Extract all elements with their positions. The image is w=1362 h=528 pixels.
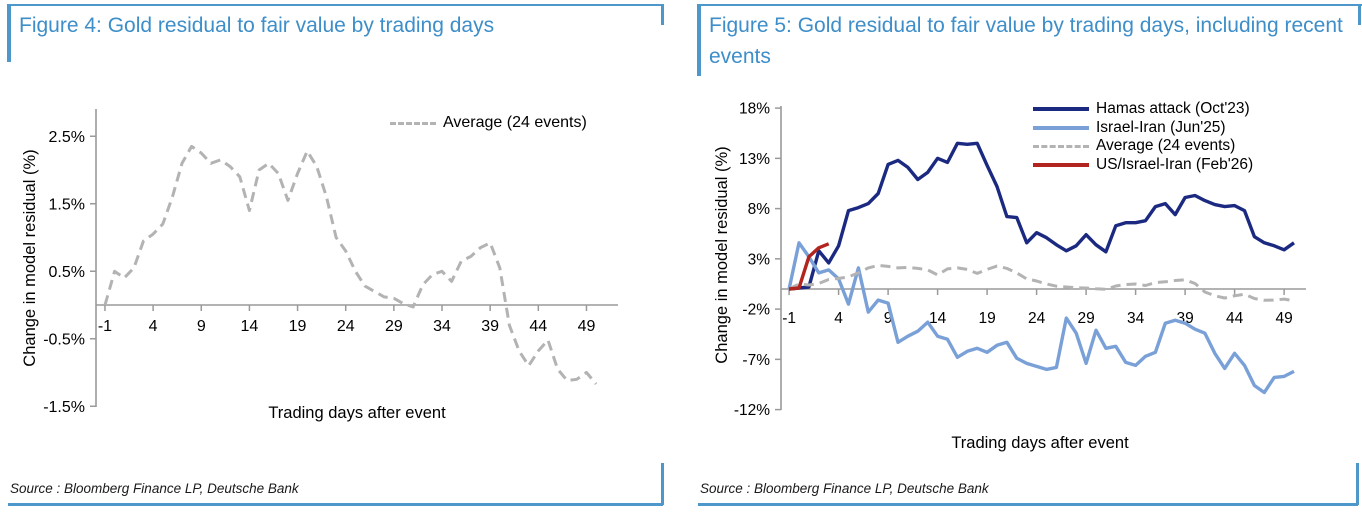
svg-text:13%: 13% (739, 151, 770, 168)
svg-text:29: 29 (385, 318, 403, 335)
figure4-bottom-right-tick (661, 463, 664, 505)
svg-text:39: 39 (481, 318, 499, 335)
svg-text:49: 49 (578, 318, 596, 335)
svg-text:4: 4 (149, 318, 158, 335)
svg-text:-1: -1 (782, 310, 796, 327)
svg-text:3%: 3% (748, 251, 771, 268)
figure4-legend: Average (24 events) (390, 114, 587, 133)
figure4-x-axis-title: Trading days after event (268, 404, 446, 422)
israel-iran-line-swatch (1033, 125, 1089, 130)
svg-text:4: 4 (834, 310, 843, 327)
figure5-legend-item-israel-iran: Israel-Iran (Jun'25) (1033, 119, 1253, 138)
figure5-legend: Hamas attack (Oct'23) Israel-Iran (Jun'2… (1033, 100, 1253, 174)
svg-text:18%: 18% (739, 101, 770, 118)
us-israel-iran-legend-label: US/Israel-Iran (Feb'26) (1096, 155, 1254, 173)
figure5-source: Source : Bloomberg Finance LP, Deutsche … (700, 481, 989, 496)
svg-text:44: 44 (529, 318, 547, 335)
figure5-title: Figure 5: Gold residual to fair value by… (709, 14, 1343, 68)
figure5-x-axis-title: Trading days after event (951, 434, 1129, 452)
svg-text:14: 14 (241, 318, 259, 335)
hamas-legend-label: Hamas attack (Oct'23) (1096, 100, 1250, 118)
svg-text:0.5%: 0.5% (49, 264, 85, 281)
figure4-top-right-tick (661, 4, 664, 25)
svg-text:49: 49 (1275, 310, 1292, 327)
svg-text:9: 9 (197, 318, 206, 335)
figure4-legend-item-average: Average (24 events) (390, 114, 587, 133)
average-line-swatch (1033, 144, 1089, 148)
svg-text:29: 29 (1077, 310, 1094, 327)
figure5-legend-item-average: Average (24 events) (1033, 137, 1253, 156)
figure5-chart: 18%13%8%3%-2%-7%-12%-1 4 9 14 19 24 29 34 39 44 49 (734, 101, 1306, 419)
israel-iran-legend-label: Israel-Iran (Jun'25) (1096, 118, 1226, 136)
svg-text:9: 9 (884, 310, 893, 327)
figure5-top-right-tick (1358, 4, 1361, 25)
figure5-title-accent-bar (697, 4, 701, 76)
figure5-legend-item-hamas: Hamas attack (Oct'23) (1033, 100, 1253, 119)
svg-text:-12%: -12% (734, 402, 770, 419)
figure4-panel: Figure 4: Gold residual to fair value by… (0, 0, 672, 528)
svg-text:1.5%: 1.5% (49, 196, 85, 213)
svg-text:-1: -1 (98, 318, 112, 335)
svg-text:19: 19 (289, 318, 307, 335)
svg-text:24: 24 (1028, 310, 1046, 327)
figure4-chart: 2.5%1.5%0.5%-0.5%-1.5%-1 4 9 14 19 24 29 34 39 44… (43, 109, 618, 416)
figure4-top-rule (8, 4, 663, 6)
svg-text:44: 44 (1226, 310, 1244, 327)
svg-text:-0.5%: -0.5% (43, 331, 85, 348)
figure5-top-rule (698, 4, 1362, 6)
average-legend-label: Average (24 events) (443, 114, 587, 132)
figure5-bottom-right-tick (1356, 463, 1359, 505)
svg-text:24: 24 (337, 318, 355, 335)
svg-text:8%: 8% (748, 201, 771, 218)
svg-text:-1.5%: -1.5% (43, 399, 85, 416)
average-line-swatch (390, 121, 436, 125)
svg-text:34: 34 (433, 318, 451, 335)
svg-text:-7%: -7% (742, 352, 770, 369)
average-legend-label: Average (24 events) (1096, 137, 1236, 155)
hamas-line-swatch (1033, 107, 1089, 112)
figure4-bottom-rule (8, 503, 663, 506)
svg-text:34: 34 (1127, 310, 1145, 327)
figure5-bottom-rule (698, 503, 1358, 506)
svg-text:19: 19 (978, 310, 995, 327)
svg-text:2.5%: 2.5% (49, 129, 85, 146)
figure4-title-accent-bar (7, 4, 11, 62)
figure4-title: Figure 4: Gold residual to fair value by… (19, 14, 495, 37)
svg-text:-2%: -2% (742, 302, 770, 319)
svg-text:14: 14 (929, 310, 947, 327)
figure5-panel: Figure 5: Gold residual to fair value by… (690, 0, 1362, 528)
figure5-legend-item-us-israel-iran: US/Israel-Iran (Feb'26) (1033, 156, 1253, 175)
us-israel-iran-line-swatch (1033, 162, 1089, 167)
figure4-source: Source : Bloomberg Finance LP, Deutsche … (10, 481, 299, 496)
